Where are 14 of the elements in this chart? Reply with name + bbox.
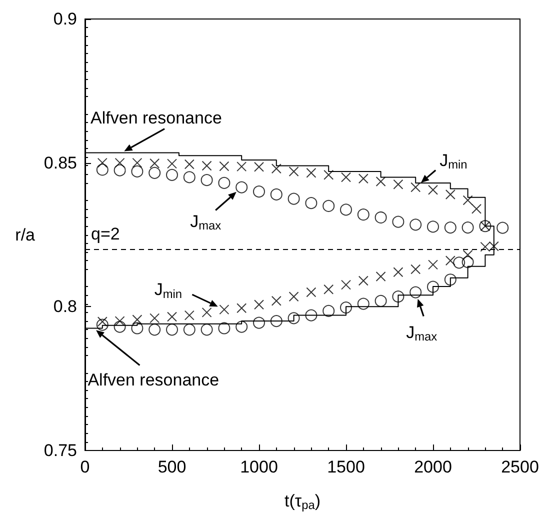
y-axis-title: r/a xyxy=(15,225,36,244)
x-tick-label: 0 xyxy=(80,458,90,476)
annotation: q=2 xyxy=(91,224,120,244)
y-tick-label: 0.85 xyxy=(44,153,77,172)
x-tick-label: 1500 xyxy=(327,458,365,476)
y-tick-label: 0.8 xyxy=(53,297,77,316)
y-tick-label: 0.9 xyxy=(53,10,77,28)
annotation: Alfven resonance xyxy=(88,370,220,390)
x-tick-label: 500 xyxy=(158,458,186,476)
x-tick-label: 1000 xyxy=(240,458,278,476)
y-tick-label: 0.75 xyxy=(44,441,77,460)
x-tick-label: 2000 xyxy=(414,458,452,476)
x-tick-label: 2500 xyxy=(501,458,539,476)
annotation: Alfven resonance xyxy=(90,108,222,128)
